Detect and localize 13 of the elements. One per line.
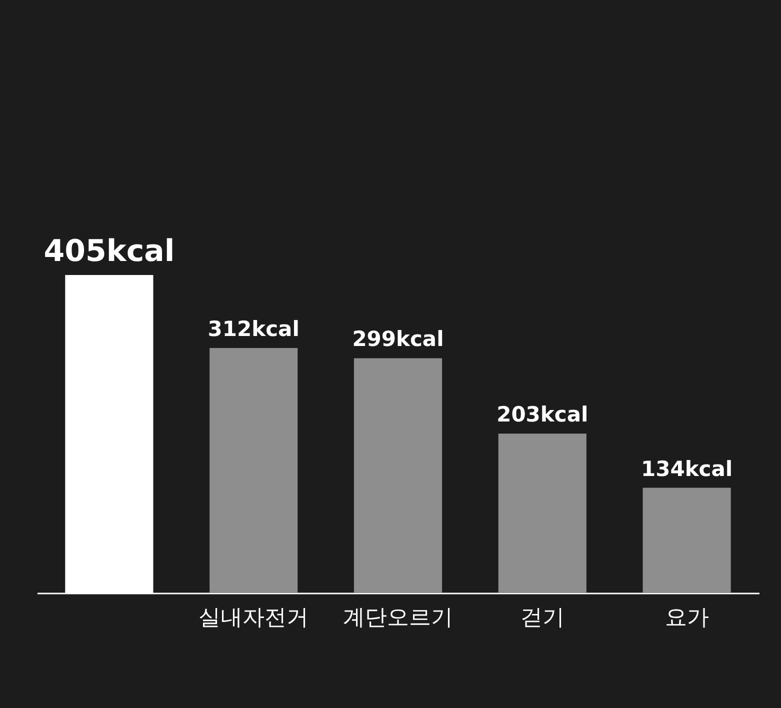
data-label: 405kcal bbox=[44, 234, 175, 269]
bar bbox=[354, 358, 442, 593]
data-label: 312kcal bbox=[208, 317, 300, 342]
data-label: 203kcal bbox=[496, 402, 588, 427]
data-label: 299kcal bbox=[352, 327, 444, 352]
bar bbox=[498, 434, 586, 593]
x-tick-label: 걷기 bbox=[520, 606, 564, 630]
x-tick-label: 실내자전거 bbox=[198, 606, 309, 630]
data-label: 134kcal bbox=[640, 456, 733, 481]
x-tick-label: 요가 bbox=[664, 606, 709, 630]
bar bbox=[210, 348, 298, 593]
bar bbox=[642, 488, 731, 593]
x-tick-label: 계단오르기 bbox=[343, 606, 453, 630]
